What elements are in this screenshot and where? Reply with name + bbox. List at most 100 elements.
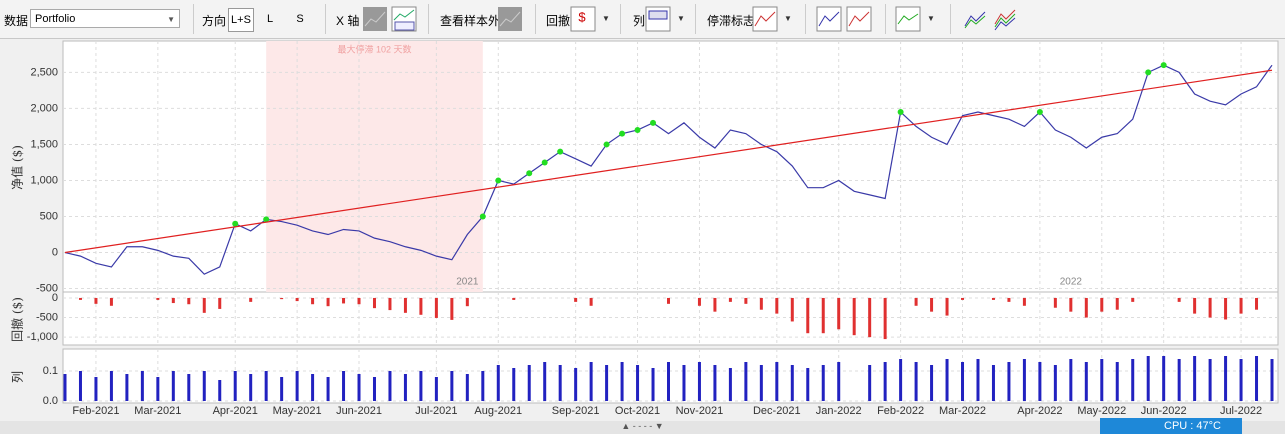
bar [450, 371, 454, 401]
high-marker [1145, 69, 1152, 76]
bar [109, 371, 113, 401]
bar [295, 371, 299, 401]
bar [171, 371, 175, 401]
high-marker [603, 141, 610, 148]
stagnation-label: 最大停滞 102 天数 [337, 43, 411, 54]
icon[interactable]: ▼ [895, 6, 935, 32]
icon[interactable] [816, 6, 842, 32]
bar [1084, 362, 1088, 401]
icon[interactable] [846, 6, 872, 32]
bar [512, 368, 516, 401]
icon[interactable]: ▼ [645, 6, 685, 32]
bar [1208, 359, 1212, 401]
bar [187, 374, 191, 401]
bar [899, 359, 903, 401]
bar [759, 365, 763, 401]
bar [651, 368, 655, 401]
icon[interactable] [962, 6, 988, 32]
x-tick-label: Jun-2022 [1141, 405, 1187, 417]
bar [311, 374, 315, 401]
bar [1069, 359, 1073, 401]
bar [1053, 297, 1057, 308]
bar [78, 371, 82, 401]
bar [837, 297, 841, 330]
bar [589, 297, 593, 306]
bar [636, 365, 640, 401]
label: 列 [633, 14, 646, 28]
bar [914, 362, 918, 401]
direction-option[interactable]: L+S [228, 8, 254, 32]
svg-text:$: $ [578, 9, 586, 24]
high-marker [479, 213, 486, 220]
bar [1162, 356, 1166, 401]
bar [728, 368, 732, 401]
high-marker [526, 170, 533, 177]
x-tick-label: Sep-2021 [552, 405, 600, 417]
bar [837, 362, 841, 401]
bar [1239, 359, 1243, 401]
bar [1084, 297, 1088, 318]
bar [342, 371, 346, 401]
bar [976, 359, 980, 401]
bar [280, 297, 284, 300]
bar [1208, 297, 1212, 318]
panel [62, 348, 1279, 404]
separator [193, 4, 194, 34]
x-tick-label: Aug-2021 [474, 405, 522, 417]
bar [280, 377, 284, 401]
icon[interactable] [362, 6, 388, 32]
bar [218, 297, 222, 309]
bar [868, 365, 872, 401]
year-label: 2022 [1060, 277, 1083, 288]
bar [1007, 297, 1011, 302]
x-tick-label: Mar-2021 [134, 405, 181, 417]
bar [109, 297, 113, 306]
icon[interactable]: ▼ [752, 6, 792, 32]
icon[interactable]: $ ▼ [570, 6, 610, 32]
bar [728, 297, 732, 302]
bar [94, 377, 98, 401]
x-tick-label: Nov-2021 [676, 405, 724, 417]
data-select[interactable]: Portfolio [30, 9, 180, 29]
y-tick-label: 1,500 [30, 138, 58, 150]
bar [140, 371, 144, 401]
direction-option[interactable]: L [266, 13, 274, 25]
bar [1022, 359, 1026, 401]
bar [249, 374, 253, 401]
bar [249, 297, 253, 302]
cpu-status: CPU : 47°C [1100, 418, 1242, 434]
bar [527, 365, 531, 401]
icon[interactable] [992, 6, 1018, 32]
y-tick-label: 500 [40, 210, 58, 222]
bar [1224, 297, 1228, 320]
x-tick-label: Jun-2021 [336, 405, 382, 417]
bar [1069, 297, 1073, 312]
trend-line [64, 69, 1273, 254]
bar [496, 365, 500, 401]
bar [450, 297, 454, 320]
x-tick-label: Jul-2021 [415, 405, 457, 417]
bar [1100, 359, 1104, 401]
splitter[interactable]: ▲ - - - - ▼ [0, 421, 1285, 434]
bar [1038, 362, 1042, 401]
high-marker [232, 220, 239, 227]
y-tick-label: -500 [36, 282, 58, 294]
separator [695, 4, 696, 34]
bar [1255, 356, 1259, 401]
direction-option[interactable]: S [296, 13, 304, 25]
icon[interactable] [497, 6, 523, 32]
separator [885, 4, 886, 34]
bar [403, 297, 407, 313]
icon[interactable] [391, 6, 417, 32]
label: 方向 [202, 14, 227, 28]
x-tick-label: Feb-2021 [72, 405, 119, 417]
bar [991, 297, 995, 300]
bar [930, 365, 934, 401]
label: X 轴 [336, 14, 360, 28]
bar [187, 297, 191, 305]
label: 数据 [4, 14, 29, 28]
high-marker [634, 127, 641, 134]
bar [806, 297, 810, 334]
bar [311, 297, 315, 305]
year-label: 2021 [456, 277, 479, 288]
